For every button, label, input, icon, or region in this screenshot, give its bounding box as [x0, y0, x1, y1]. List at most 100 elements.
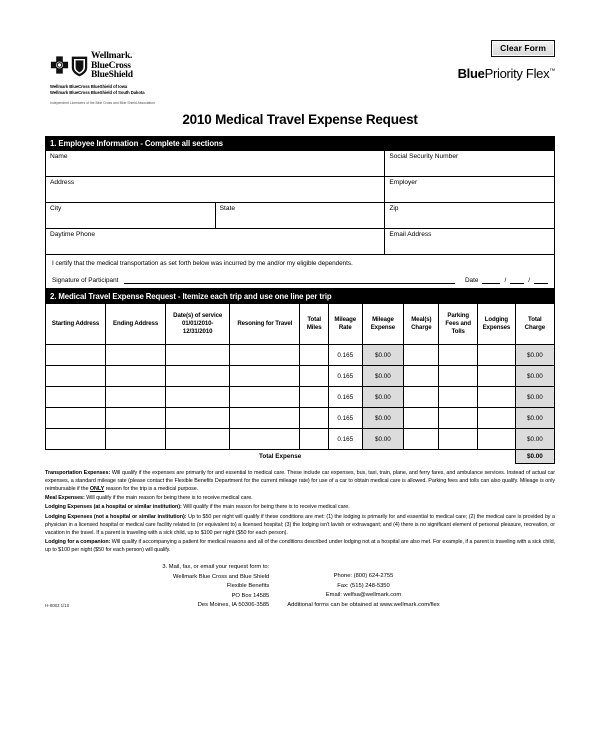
parking-line1: Parking [447, 312, 470, 320]
mailing-instruction: 3. Mail, fax, or email your request form… [162, 564, 270, 571]
email-address-field[interactable]: Email Address [384, 228, 555, 255]
cell-total-charge: $0.00 [514, 344, 556, 366]
cell-reason[interactable] [229, 344, 301, 366]
clear-form-button[interactable]: Clear Form [491, 40, 555, 57]
cell-parking[interactable] [438, 344, 479, 366]
date-separator-1: / [504, 277, 507, 284]
cell-dates[interactable] [165, 428, 231, 450]
dates-line1: Date(s) of service [173, 312, 223, 320]
cell-reason[interactable] [229, 428, 301, 450]
meal-text: Will qualify if the main reason for bein… [84, 495, 253, 502]
cell-parking[interactable] [438, 386, 479, 408]
cell-lodging[interactable] [477, 386, 516, 408]
cell-lodging[interactable] [477, 407, 516, 429]
cell-dates[interactable] [165, 344, 231, 366]
cell-starting-address[interactable] [44, 386, 107, 408]
cell-ending-address[interactable] [105, 428, 167, 450]
cell-total-miles[interactable] [299, 407, 329, 429]
lodging-at-hospital-paragraph: Lodging Expenses (at a hospital or simil… [45, 503, 555, 511]
zip-field[interactable]: Zip [384, 202, 555, 229]
cell-meals[interactable] [403, 344, 440, 366]
cell-total-charge: $0.00 [514, 365, 556, 387]
column-ending-address: Ending Address [105, 304, 167, 345]
table-row: 0.165 $0.00 $0.00 [44, 407, 556, 429]
table-row: 0.165 $0.00 $0.00 [44, 365, 556, 387]
meal-expenses-paragraph: Meal Expenses: Will qualify if the main … [45, 494, 555, 502]
cell-ending-address[interactable] [105, 386, 167, 408]
cell-total-miles[interactable] [299, 344, 329, 366]
cell-parking[interactable] [438, 407, 479, 429]
cell-lodging[interactable] [477, 365, 516, 387]
column-mileage-rate: Mileage Rate [327, 304, 363, 345]
lodging-not-text: Up to $50 per night will qualify if thes… [45, 513, 555, 536]
brand-block: Clear Form BluePriority Flex™ [345, 38, 555, 81]
mailing-address-line4: Des Moines, IA 50306-3585 [197, 602, 270, 609]
cell-mileage-expense: $0.00 [361, 428, 405, 450]
cell-reason[interactable] [229, 407, 301, 429]
brand-rest-text: Priority Flex [484, 66, 550, 81]
cell-mileage-rate: 0.165 [327, 428, 363, 450]
cell-starting-address[interactable] [44, 407, 107, 429]
cell-total-miles[interactable] [299, 365, 329, 387]
mailing-address-block: 3. Mail, fax, or email your request form… [160, 563, 269, 611]
dates-line2: 01/01/2010- [181, 320, 214, 328]
mileage-rate-line2: Rate [338, 324, 352, 331]
date-day-input[interactable] [510, 276, 525, 284]
companion-heading: Lodging for a companion: [45, 538, 111, 545]
daytime-phone-field[interactable]: Daytime Phone [44, 228, 386, 255]
cell-starting-address[interactable] [44, 344, 107, 366]
cell-total-miles[interactable] [299, 386, 329, 408]
lodging-companion-paragraph: Lodging for a companion: Will qualify if… [45, 538, 555, 554]
logo-legal-notice: Independent Licensees of the Blue Cross … [50, 100, 155, 105]
brand-bold-text: Blue [457, 66, 485, 81]
cell-meals[interactable] [403, 365, 440, 387]
cell-ending-address[interactable] [105, 365, 167, 387]
cell-ending-address[interactable] [105, 344, 167, 366]
cell-reason[interactable] [229, 386, 301, 408]
additional-forms-note: Additional forms can be obtained at www.… [287, 601, 440, 608]
date-year-input[interactable] [534, 276, 548, 284]
lodging-at-text: Will qualify if the main reason for bein… [181, 504, 350, 511]
cell-starting-address[interactable] [44, 365, 107, 387]
cell-meals[interactable] [403, 386, 440, 408]
cell-lodging[interactable] [477, 344, 516, 366]
lodging-at-heading: Lodging Expenses (at a hospital or simil… [45, 504, 182, 511]
cell-parking[interactable] [438, 365, 479, 387]
contact-phone: Phone: (800) 624-2755 [333, 573, 394, 580]
signature-input[interactable] [124, 276, 455, 284]
cell-dates[interactable] [165, 365, 231, 387]
column-reason-for-travel: Resoning for Travel [229, 304, 301, 345]
mailing-address-line1: Wellmark Blue Cross and Blue Shield [173, 573, 270, 580]
cell-meals[interactable] [403, 428, 440, 450]
cell-lodging[interactable] [477, 428, 516, 450]
cell-meals[interactable] [403, 407, 440, 429]
ssn-field[interactable]: Social Security Number [384, 151, 555, 177]
cell-dates[interactable] [165, 386, 231, 408]
logo-subsidiaries: Wellmark BlueCross BlueShield of Iowa We… [50, 84, 230, 97]
cell-starting-address[interactable] [44, 428, 107, 450]
date-month-input[interactable] [482, 276, 501, 284]
cell-parking[interactable] [438, 428, 479, 450]
cell-ending-address[interactable] [105, 407, 167, 429]
cell-mileage-expense: $0.00 [361, 344, 405, 366]
form-footer: 3. Mail, fax, or email your request form… [45, 563, 555, 611]
state-field[interactable]: State [214, 202, 386, 229]
city-field[interactable]: City [45, 202, 216, 229]
mailing-address-line2: Flexible Benefits [226, 583, 270, 590]
name-field[interactable]: Name [44, 151, 386, 177]
cell-total-charge: $0.00 [514, 386, 556, 408]
total-miles-line2: Miles [306, 324, 322, 331]
column-starting-address: Starting Address [44, 304, 107, 345]
address-field[interactable]: Address [44, 176, 386, 203]
cell-reason[interactable] [229, 365, 301, 387]
cell-mileage-rate: 0.165 [327, 407, 363, 429]
employee-information-table: Name Social Security Number Address Empl… [44, 151, 555, 255]
transportation-expenses-paragraph: Transportation Expenses: Will qualify if… [45, 469, 555, 493]
cell-total-miles[interactable] [299, 428, 329, 450]
companion-text: Will qualify if accompanying a patient f… [45, 538, 556, 553]
employer-field[interactable]: Employer [384, 176, 555, 203]
cell-dates[interactable] [165, 407, 231, 429]
transportation-text-1: Will qualify if the expenses are primari… [45, 470, 555, 493]
column-parking-fees: Parking Fees and Tolls [438, 304, 479, 345]
